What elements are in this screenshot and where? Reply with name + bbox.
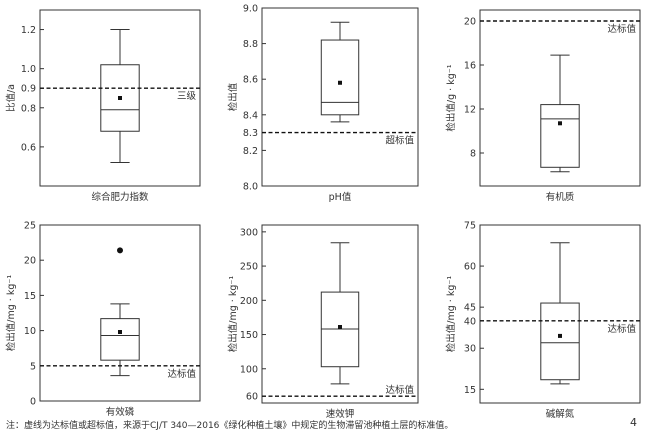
y-tick-label: 8.2: [243, 146, 258, 157]
y-tick-label: 1.0: [21, 64, 36, 75]
threshold-label: 达标值: [607, 23, 636, 35]
y-tick-label: 40: [464, 316, 476, 327]
footnote: 注：虚线为达标值或超标值，来源于CJ/T 340—2016《绿化种植土壤》中规定…: [6, 421, 454, 431]
y-tick-label: 200: [240, 296, 258, 307]
plot-frame: [479, 9, 641, 187]
x-axis-label: 有机质: [546, 191, 575, 203]
y-tick-label: 1.2: [21, 25, 36, 36]
y-axis-label: 比值/a: [5, 84, 17, 112]
outlier-point: [117, 247, 123, 254]
x-axis-label: 速效钾: [326, 408, 355, 420]
plot-frame: [261, 224, 419, 404]
x-axis-label: 碱解氮: [546, 408, 575, 420]
y-axis-label: 检出值: [227, 82, 239, 111]
threshold-label: 达标值: [167, 368, 196, 380]
mean-marker: [558, 121, 562, 126]
chart-panel-3: 8 12 16 20 检出值/g · kg⁻¹ 有机质 达标值: [445, 9, 641, 203]
y-tick-label: 5: [30, 361, 36, 372]
y-tick-label: 8.4: [243, 110, 258, 121]
iqr-box: [100, 318, 140, 361]
y-tick-label: 20: [24, 256, 36, 267]
y-tick-label: 45: [464, 303, 476, 314]
y-tick-label: 30: [464, 344, 476, 355]
chart-panel-2: 8.0 8.2 8.3 8.4 8.6 8.8 9.0 检出值 pH值 超标值: [227, 4, 419, 203]
iqr-box: [320, 39, 360, 116]
y-tick-label: 8.0: [243, 182, 258, 193]
y-tick-label: 15: [464, 385, 476, 396]
mean-marker: [338, 325, 342, 330]
y-tick-label: 75: [464, 221, 476, 232]
y-tick-label: 25: [24, 221, 36, 232]
y-tick-label: 60: [246, 392, 258, 403]
mean-marker: [118, 330, 122, 335]
y-tick-label: 8.3: [243, 128, 258, 139]
y-tick-label: 150: [240, 330, 258, 341]
y-axis-label: 检出值/mg · kg⁻¹: [227, 276, 239, 353]
y-tick-label: 16: [464, 61, 476, 72]
plot-frame: [39, 224, 201, 402]
x-axis-label: 综合肥力指数: [91, 191, 149, 203]
y-tick-label: 300: [240, 227, 258, 238]
y-tick-label: 0.8: [21, 103, 36, 114]
y-tick-label: 8.8: [243, 39, 258, 50]
mean-marker: [558, 333, 562, 338]
y-tick-label: 10: [24, 326, 36, 337]
x-axis-label: pH值: [329, 191, 352, 203]
plot-frame: [39, 9, 201, 187]
y-tick-label: 250: [240, 262, 258, 273]
y-tick-label: 0.6: [21, 142, 36, 153]
iqr-box: [540, 104, 580, 168]
y-tick-label: 15: [24, 291, 36, 302]
y-tick-label: 8: [470, 149, 476, 160]
iqr-box: [540, 302, 580, 381]
chart-panel-1: 0.6 0.8 0.9 1.0 1.2 比值/a 综合肥力指数 三级: [5, 9, 201, 203]
threshold-label: 达标值: [385, 384, 414, 396]
y-tick-label: 60: [464, 262, 476, 273]
page-number: 4: [630, 416, 637, 429]
y-tick-label: 9.0: [243, 4, 258, 15]
chart-panel-5: 60 100 150 200 250 300 检出值/mg · kg⁻¹ 速效钾 达标值: [227, 224, 419, 420]
y-tick-label: 0.9: [21, 84, 36, 95]
y-tick-label: 8.6: [243, 75, 258, 86]
chart-panel-4: 0 5 10 15 20 25 检出值/mg · kg⁻¹ 有效磷 达标值: [5, 221, 201, 418]
y-axis-label: 检出值/g · kg⁻¹: [445, 64, 457, 131]
threshold-label: 超标值: [385, 135, 414, 147]
mean-marker: [118, 96, 122, 100]
y-tick-label: 0: [30, 397, 36, 408]
y-tick-label: 12: [464, 105, 476, 116]
threshold-label: 三级: [177, 90, 197, 102]
mean-marker: [338, 80, 342, 85]
chart-panel-6: 15 30 40 45 60 75 检出值/mg · kg⁻¹ 碱解氮 达标值: [445, 221, 641, 420]
threshold-label: 达标值: [607, 323, 636, 335]
y-tick-label: 20: [464, 17, 476, 28]
x-axis-label: 有效磷: [106, 406, 135, 418]
y-axis-label: 检出值/mg · kg⁻¹: [445, 276, 457, 353]
y-tick-label: 100: [240, 364, 258, 375]
y-axis-label: 检出值/mg · kg⁻¹: [5, 275, 17, 352]
plot-frame: [261, 7, 419, 187]
plot-frame: [479, 224, 641, 404]
